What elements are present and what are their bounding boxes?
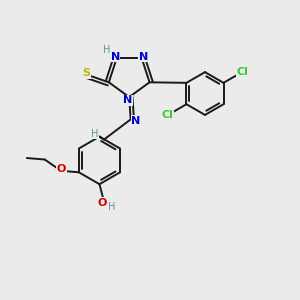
- Text: O: O: [98, 198, 107, 208]
- Text: Cl: Cl: [162, 110, 174, 120]
- Text: Cl: Cl: [237, 67, 249, 77]
- Text: N: N: [131, 116, 141, 126]
- Text: S: S: [82, 68, 90, 78]
- Text: O: O: [57, 164, 66, 174]
- Text: H: H: [91, 129, 99, 139]
- Text: N: N: [123, 95, 132, 105]
- Text: H: H: [108, 202, 115, 212]
- Text: N: N: [139, 52, 148, 62]
- Text: H: H: [103, 45, 110, 55]
- Text: N: N: [110, 52, 120, 62]
